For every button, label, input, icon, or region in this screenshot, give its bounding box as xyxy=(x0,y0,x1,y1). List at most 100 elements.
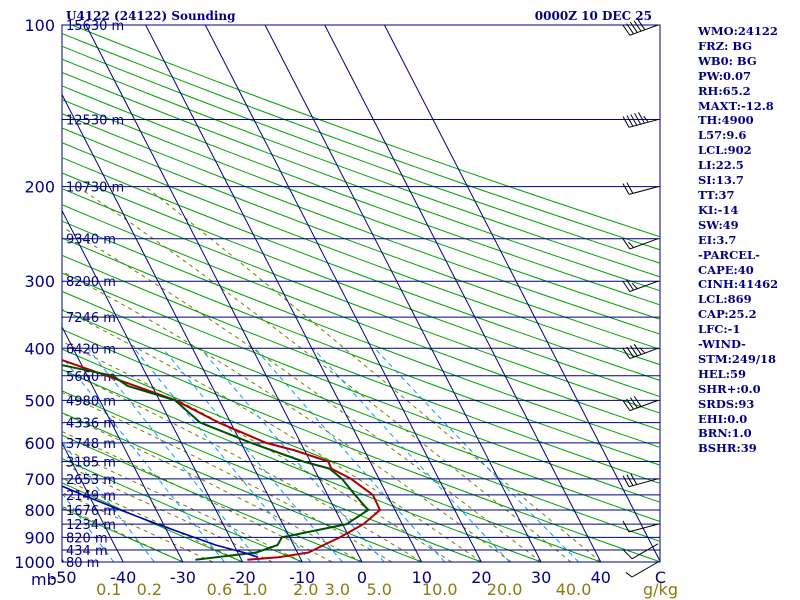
mixing-ratio-tick-label: 20.0 xyxy=(487,580,523,599)
mixing-ratio-unit: g/kg xyxy=(643,580,678,599)
index-item: LI:22.5 xyxy=(698,158,744,173)
wind-barb xyxy=(622,395,659,412)
isotherm-line xyxy=(324,25,602,562)
mixing-ratio-line xyxy=(133,347,312,562)
dry-adiabat-line xyxy=(62,99,660,320)
temperature-tick-label: C xyxy=(655,568,666,587)
height-label: 4336 m xyxy=(66,417,116,432)
dry-adiabat-line xyxy=(62,254,660,485)
dry-adiabat-line xyxy=(71,25,660,238)
dry-adiabat-line xyxy=(62,113,660,335)
dry-adiabat-line xyxy=(62,32,660,251)
dry-adiabat-line xyxy=(62,290,660,523)
index-item: STM:249/18 xyxy=(698,351,777,366)
isotherm-line xyxy=(0,25,4,562)
dry-adiabat-line xyxy=(62,85,660,306)
index-item: -WIND- xyxy=(698,337,746,352)
pressure-tick-label: 1000 xyxy=(14,553,55,572)
index-item: CAPE:40 xyxy=(698,262,754,277)
moist-adiabat-line xyxy=(62,270,512,562)
pressure-tick-label: 300 xyxy=(24,272,55,291)
mixing-ratio-tick-label: 40.0 xyxy=(556,580,592,599)
temperature-tick-label: -40 xyxy=(110,568,136,587)
dry-adiabat-line xyxy=(62,172,660,398)
isobars xyxy=(62,24,660,563)
dry-adiabat-line xyxy=(62,272,660,503)
dry-adiabat-line xyxy=(62,412,422,562)
height-label: 3748 m xyxy=(66,437,116,452)
dry-adiabats xyxy=(62,25,660,562)
pressure-axis: 100 200 300 400 500 600 700 800 900 1000 xyxy=(14,16,55,572)
dewpoint-profile xyxy=(62,364,370,561)
isotherm-line xyxy=(204,25,482,562)
wind-barb xyxy=(622,112,659,128)
height-label: 80 m xyxy=(66,556,99,571)
index-item: PW:0.07 xyxy=(698,68,752,83)
index-item: -PARCEL- xyxy=(698,247,760,262)
sounding-time: 0000Z 10 DEC 25 xyxy=(535,9,652,23)
dry-adiabat-line xyxy=(62,58,660,278)
temperature-tick-label: -30 xyxy=(170,568,196,587)
index-panel: WMO:24122 FRZ: BG WB0: BG PW:0.07 RH:65.2 MAX… xyxy=(698,24,800,456)
index-item: SRDS:93 xyxy=(698,396,755,411)
wind-barb xyxy=(622,343,659,360)
height-label: 7246 m xyxy=(66,311,116,326)
height-label: 1676 m xyxy=(66,504,116,519)
height-label: 434 m xyxy=(66,544,108,559)
moist-adiabat-line xyxy=(62,308,482,562)
mixing-ratio-tick-label: 10.0 xyxy=(422,580,458,599)
mixing-ratio-line xyxy=(87,347,261,562)
height-label: 12530 m xyxy=(66,114,124,129)
isotherm-line xyxy=(85,25,363,562)
index-item: FRZ: BG xyxy=(698,38,753,53)
dry-adiabat-line xyxy=(62,127,660,350)
index-item: BRN:1.0 xyxy=(698,426,752,441)
index-item: BSHR:39 xyxy=(698,441,757,456)
height-label: 9340 m xyxy=(66,233,116,248)
isotherm-line xyxy=(383,25,660,562)
temperature-axis: -50 -40 -30 -20 -10 0 10 20 30 40 C xyxy=(50,568,666,587)
mixing-ratio-line xyxy=(162,347,343,562)
height-label: 2653 m xyxy=(66,473,116,488)
index-item: MAXT:-12.8 xyxy=(698,98,774,113)
isotherm-line xyxy=(62,441,124,562)
temperature-tick-label: 0 xyxy=(357,568,367,587)
mixing-ratio-tick-label: 3.0 xyxy=(325,580,350,599)
wind-barb xyxy=(622,279,659,292)
dry-adiabat-line xyxy=(62,369,542,562)
mixing-ratio-tick-label: 1.0 xyxy=(242,580,267,599)
index-item: CAP:25.2 xyxy=(698,307,757,322)
pressure-tick-label: 700 xyxy=(24,470,55,489)
height-labels: 15630 m 12530 m 10730 m 9340 m 8200 m 7246 m 6… xyxy=(66,19,124,571)
mixing-ratio-line xyxy=(312,347,510,562)
index-item: WB0: BG xyxy=(698,53,757,68)
wind-barbs xyxy=(622,19,659,578)
height-label: 3185 m xyxy=(66,456,116,471)
mixing-ratio-tick-label: 5.0 xyxy=(366,580,391,599)
temperature-tick-label: 20 xyxy=(471,568,491,587)
mixing-ratio-tick-label: 2.0 xyxy=(293,580,318,599)
mixing-ratio-line xyxy=(374,347,579,562)
dry-adiabat-line xyxy=(62,458,303,562)
mixing-ratio-tick-label: 0.2 xyxy=(137,580,162,599)
pressure-tick-label: 600 xyxy=(24,434,55,453)
station-title: U4122 (24122) Sounding xyxy=(66,9,236,23)
index-item: KI:-14 xyxy=(698,202,739,217)
mixing-ratio-tick-label: 0.1 xyxy=(96,580,121,599)
height-label: 10730 m xyxy=(66,181,124,196)
pressure-unit: mb xyxy=(31,570,57,589)
temperature-tick-label: -10 xyxy=(289,568,315,587)
dry-adiabat-line xyxy=(62,390,482,562)
index-item: LCL:869 xyxy=(698,292,752,307)
pressure-tick-label: 500 xyxy=(24,391,55,410)
pressure-tick-label: 800 xyxy=(24,501,55,520)
temperature-profile xyxy=(62,359,381,561)
dry-adiabat-line xyxy=(62,309,660,542)
wind-barb xyxy=(622,473,659,488)
dry-adiabat-line xyxy=(62,220,660,448)
mixing-ratio-line xyxy=(62,355,225,562)
isotherm-line xyxy=(62,325,184,562)
profiles xyxy=(62,359,381,561)
mixing-ratio-tick-label: 0.6 xyxy=(207,580,232,599)
index-item: EI:3.7 xyxy=(698,232,737,247)
